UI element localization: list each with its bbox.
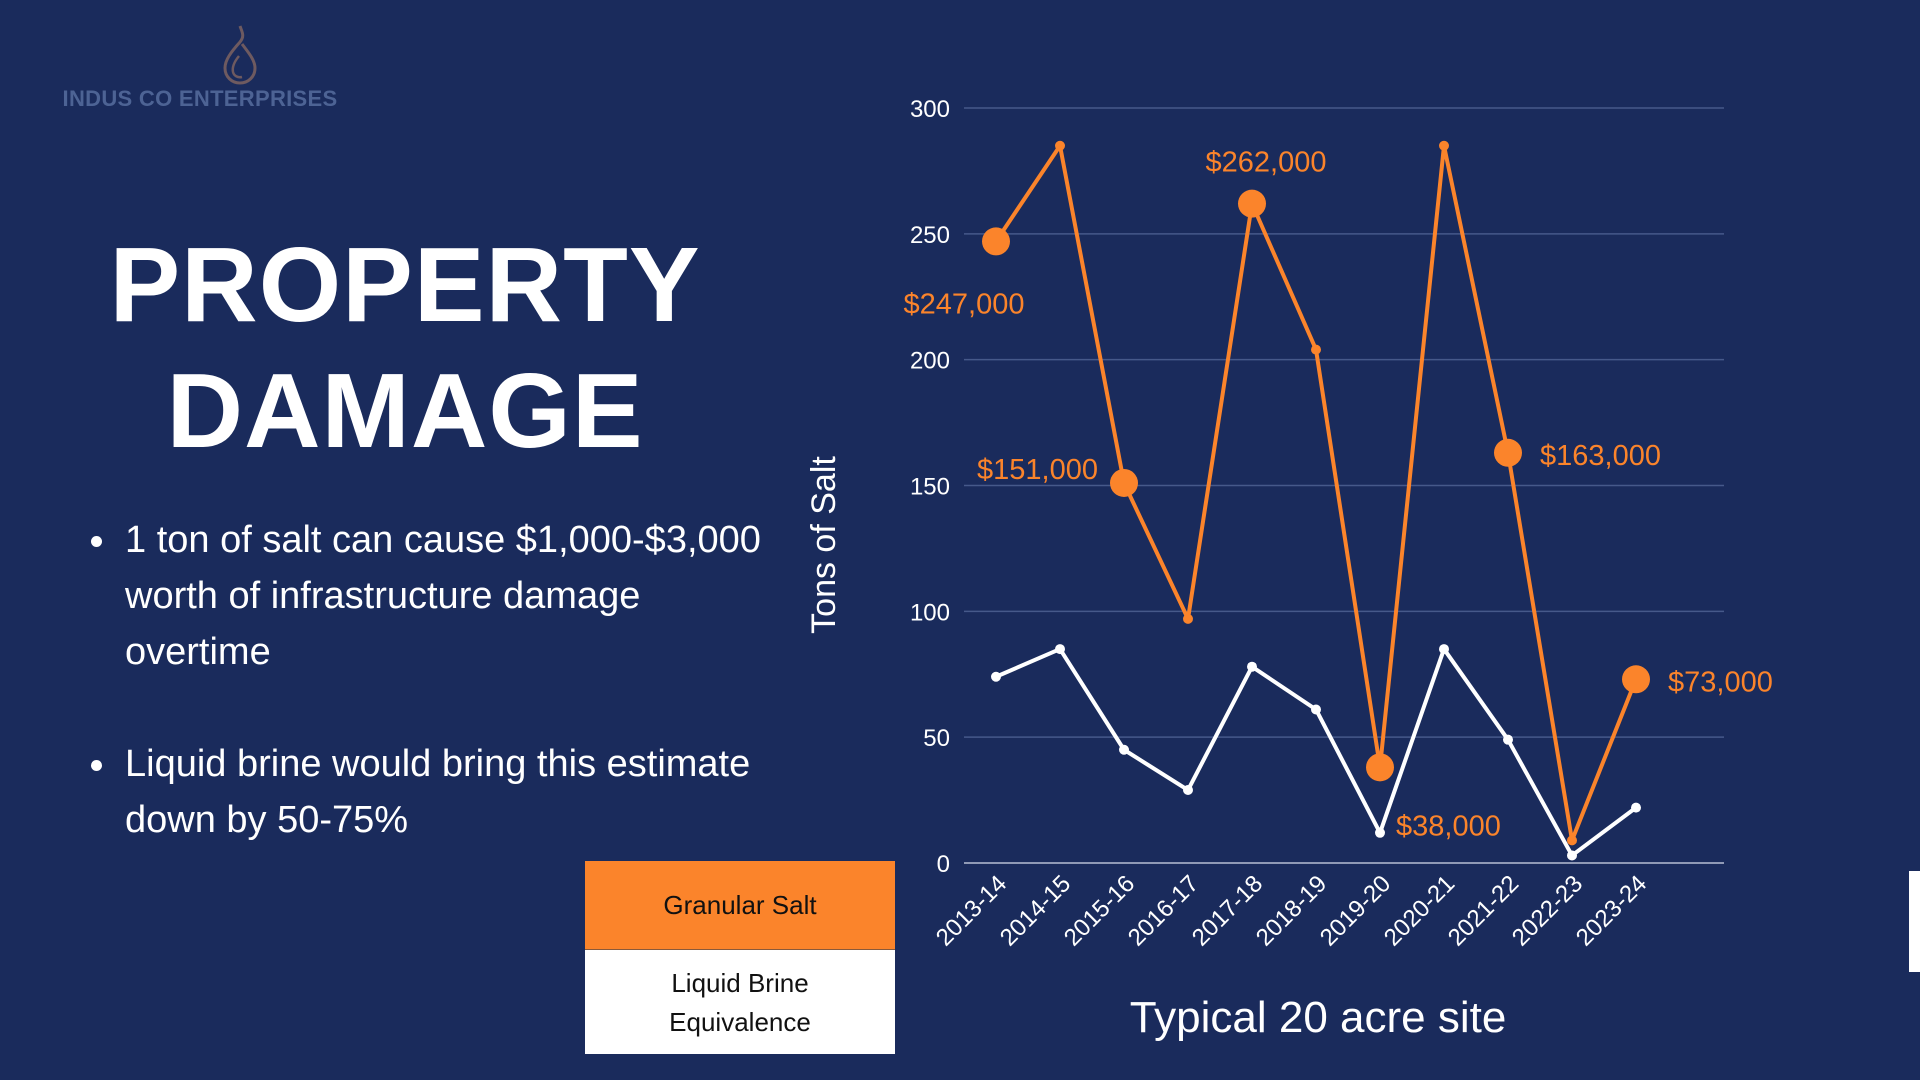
y-tick-labels: 0 50 100 150 200 250 300 xyxy=(910,96,950,878)
x-tick-label: 2021-22 xyxy=(1443,870,1524,951)
cost-annotations: $247,000 $151,000 $262,000 $38,000 $163,000 $… xyxy=(904,147,1773,843)
brand-logo: INDUS CO ENTERPRISES xyxy=(60,20,340,120)
cost-label: $247,000 xyxy=(904,288,1025,320)
edge-panel xyxy=(1909,871,1920,972)
data-point xyxy=(1503,734,1513,745)
title-line-1: PROPERTY xyxy=(109,226,701,344)
highlight-point xyxy=(1110,468,1138,497)
series-lines xyxy=(994,143,1638,858)
legend-label-line-2: Equivalence xyxy=(669,1007,811,1037)
highlight-point xyxy=(1238,189,1266,218)
y-tick-label: 0 xyxy=(937,851,950,878)
series-line-granular-salt xyxy=(994,143,1638,843)
x-tick-label: 2019-20 xyxy=(1315,870,1396,951)
highlight-point xyxy=(1366,753,1394,782)
legend-item-granular-salt: Granular Salt xyxy=(585,861,895,950)
bullet-text: Liquid brine would bring this estimate d… xyxy=(125,743,751,841)
highlight-point xyxy=(1494,438,1522,467)
title-line-2: DAMAGE xyxy=(166,352,644,470)
page-title: PROPERTY DAMAGE xyxy=(40,222,770,474)
y-tick-label: 250 xyxy=(910,222,950,249)
highlight-point xyxy=(1622,665,1650,694)
cost-label: $163,000 xyxy=(1540,440,1661,472)
gridlines xyxy=(964,107,1724,864)
data-point xyxy=(1439,140,1449,151)
x-tick-label: 2015-16 xyxy=(1059,870,1140,951)
bullet-text: 1 ton of salt can cause $1,000-$3,000 wo… xyxy=(125,519,761,673)
highlight-point xyxy=(982,227,1010,256)
data-point xyxy=(1119,744,1129,755)
bullet-item: Liquid brine would bring this estimate d… xyxy=(88,736,768,848)
cost-label: $262,000 xyxy=(1206,147,1327,179)
bullet-dot-icon xyxy=(91,760,102,771)
legend-label: Granular Salt xyxy=(663,889,817,920)
x-tick-label: 2020-21 xyxy=(1379,870,1460,951)
chart-legend: Granular Salt Liquid Brine Equivalence xyxy=(585,861,895,1054)
x-tick-label: 2016-17 xyxy=(1123,870,1204,951)
y-tick-label: 200 xyxy=(910,348,950,375)
data-point xyxy=(1055,140,1065,151)
data-point xyxy=(1183,785,1193,796)
legend-label-line-1: Liquid Brine xyxy=(671,968,809,998)
y-tick-label: 100 xyxy=(910,599,950,626)
cost-label: $151,000 xyxy=(977,454,1098,486)
bullet-list: 1 ton of salt can cause $1,000-$3,000 wo… xyxy=(88,512,768,904)
y-tick-label: 300 xyxy=(910,96,950,123)
data-point xyxy=(1567,835,1577,846)
x-tick-label: 2018-19 xyxy=(1251,870,1332,951)
y-tick-label: 150 xyxy=(910,474,950,501)
data-point xyxy=(1055,644,1065,655)
bullet-dot-icon xyxy=(91,536,102,547)
cost-label: $73,000 xyxy=(1668,666,1773,698)
x-axis-title: Typical 20 acre site xyxy=(1130,993,1507,1042)
y-axis-title: Tons of Salt xyxy=(805,456,843,634)
water-drop-icon xyxy=(223,25,257,85)
brand-name: INDUS CO ENTERPRISES xyxy=(62,86,338,111)
data-point xyxy=(991,671,1001,682)
x-tick-label: 2022-23 xyxy=(1507,870,1588,951)
data-point xyxy=(1375,827,1385,838)
series-points xyxy=(982,140,1650,861)
x-tick-label: 2023-24 xyxy=(1571,870,1652,951)
cost-label: $38,000 xyxy=(1396,810,1501,842)
data-point xyxy=(1439,644,1449,655)
x-tick-label: 2013-14 xyxy=(931,870,1012,951)
y-tick-label: 50 xyxy=(923,725,950,752)
series-line-liquid-brine-equivalence xyxy=(995,647,1638,858)
legend-label: Liquid Brine Equivalence xyxy=(669,964,811,1042)
data-point xyxy=(1631,802,1641,813)
x-tick-label: 2017-18 xyxy=(1187,870,1268,951)
bullet-item: 1 ton of salt can cause $1,000-$3,000 wo… xyxy=(88,512,768,680)
data-point xyxy=(1311,704,1321,715)
data-point xyxy=(1311,344,1321,355)
x-tick-label: 2014-15 xyxy=(995,870,1076,951)
x-tick-labels: 2013-142014-152015-162016-172017-182018-… xyxy=(931,870,1652,951)
data-point xyxy=(1183,613,1193,624)
data-point xyxy=(1247,661,1257,672)
data-point xyxy=(1567,850,1577,861)
legend-item-liquid-brine: Liquid Brine Equivalence xyxy=(585,950,895,1054)
